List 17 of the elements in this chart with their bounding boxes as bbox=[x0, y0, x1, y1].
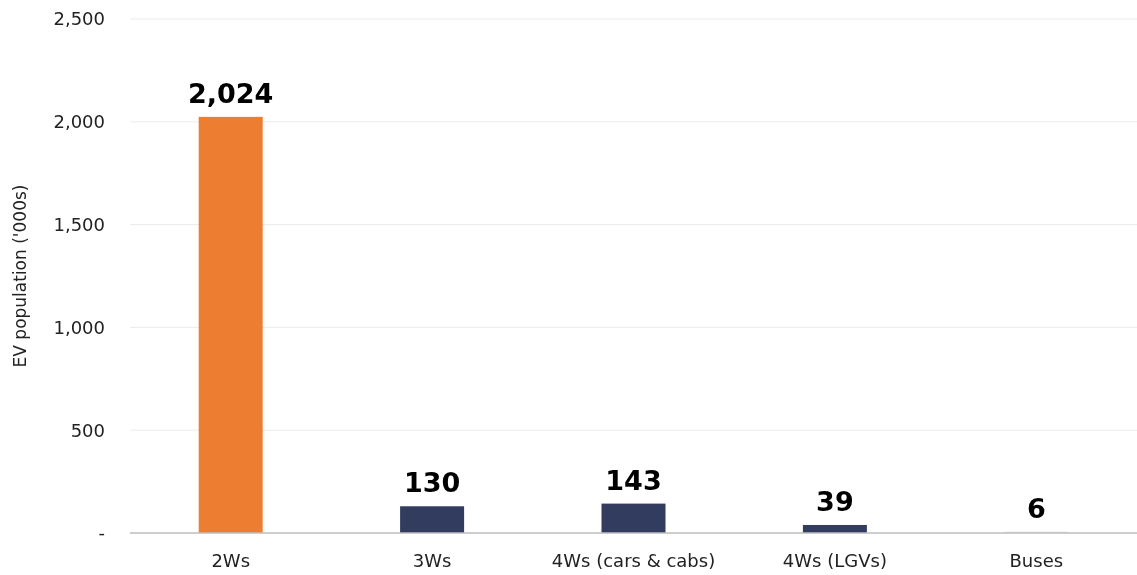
y-tick-label: 500 bbox=[70, 419, 105, 441]
x-tick-label: Buses bbox=[1009, 550, 1064, 571]
y-tick-label: 1,500 bbox=[53, 213, 105, 235]
y-tick-label: 2,000 bbox=[53, 111, 105, 133]
data-label: 6 bbox=[1026, 492, 1046, 524]
data-label: 143 bbox=[605, 464, 662, 496]
y-tick-label: - bbox=[98, 522, 105, 544]
y-tick-label: 2,500 bbox=[53, 8, 105, 30]
data-label: 130 bbox=[403, 467, 461, 499]
x-tick-label: 4Ws (cars & cabs) bbox=[551, 550, 716, 571]
y-axis-title: EV population ('000s) bbox=[10, 184, 30, 368]
x-tick-label: 3Ws bbox=[412, 550, 452, 571]
data-label: 39 bbox=[816, 485, 854, 517]
x-tick-label: 2Ws bbox=[211, 550, 251, 571]
data-label: 2,024 bbox=[188, 77, 274, 109]
y-tick-label: 1,000 bbox=[53, 316, 105, 338]
x-tick-label: 4Ws (LGVs) bbox=[782, 550, 887, 571]
